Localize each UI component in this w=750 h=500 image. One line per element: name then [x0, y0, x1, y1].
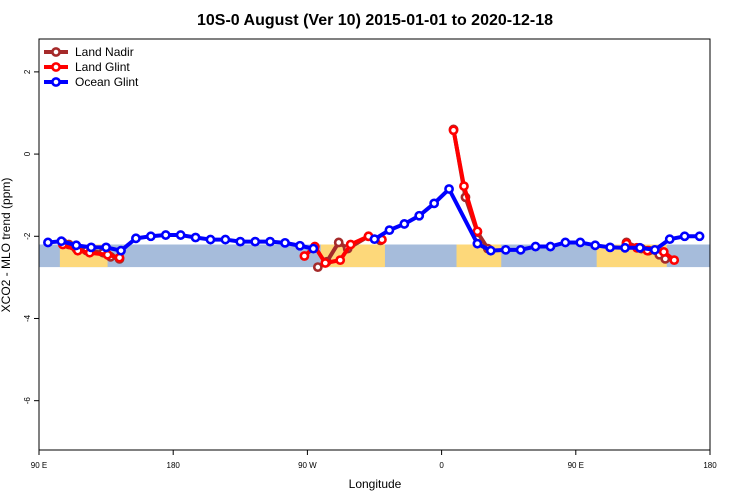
point-2-33 — [590, 240, 601, 251]
point-2-37 — [649, 244, 660, 255]
point-1-18 — [658, 246, 669, 257]
legend-label-2: Ocean Glint — [75, 75, 139, 89]
point-2-21 — [399, 219, 410, 229]
point-1-7 — [320, 258, 331, 268]
point-2-6 — [131, 233, 141, 244]
point-2-24 — [444, 184, 454, 194]
point-2-25 — [472, 238, 483, 249]
point-1-3 — [102, 249, 113, 260]
point-2-22 — [414, 210, 425, 221]
point-2-17 — [295, 240, 305, 251]
point-2-9 — [175, 230, 186, 240]
x-axis-label: Longitude — [349, 477, 402, 491]
point-0-9 — [333, 237, 344, 248]
point-2-15 — [265, 236, 276, 247]
point-2-31 — [560, 237, 571, 248]
legend-marker-1 — [51, 62, 61, 72]
point-1-12 — [448, 125, 459, 136]
point-2-27 — [500, 244, 511, 255]
point-1-13 — [459, 181, 469, 192]
x-tick-label-3: 0 — [439, 461, 444, 470]
x-tick-label-0: 90 E — [31, 461, 47, 470]
series-line-1-2 — [451, 129, 480, 232]
point-2-40 — [694, 231, 705, 242]
point-2-13 — [235, 236, 246, 247]
y-tick-label-1: 0 — [23, 151, 32, 156]
plot-frame — [38, 38, 711, 451]
point-2-35 — [620, 242, 630, 253]
point-2-4 — [101, 242, 111, 253]
point-2-29 — [530, 241, 541, 252]
point-1-9 — [345, 239, 356, 250]
series-group — [43, 124, 705, 273]
point-2-8 — [160, 230, 171, 240]
point-2-1 — [56, 236, 67, 247]
y-tick-label-0: 2 — [23, 69, 32, 74]
point-2-16 — [280, 237, 290, 248]
point-1-14 — [472, 226, 483, 237]
point-2-5 — [116, 245, 126, 256]
legend-label-0: Land Nadir — [75, 45, 134, 59]
point-2-2 — [71, 240, 82, 251]
point-2-39 — [679, 231, 690, 242]
series-line-2-1 — [373, 187, 700, 253]
point-2-10 — [190, 232, 201, 243]
x-tick-label-5: 180 — [703, 461, 717, 470]
y-tick-label-3: -4 — [23, 314, 32, 322]
point-2-14 — [250, 236, 261, 247]
y-tick-label-2: -2 — [23, 232, 32, 240]
point-2-23 — [429, 198, 440, 209]
point-2-28 — [515, 244, 526, 255]
point-2-12 — [220, 234, 231, 245]
legend-label-1: Land Glint — [75, 60, 130, 74]
point-2-30 — [545, 241, 556, 252]
point-2-38 — [664, 234, 675, 245]
point-2-26 — [485, 245, 496, 256]
point-1-8 — [335, 255, 346, 266]
x-tick-label-1: 180 — [167, 461, 181, 470]
point-1-19 — [669, 255, 680, 266]
x-tick-label-4: 90 E — [568, 461, 584, 470]
point-2-18 — [308, 243, 319, 254]
chart-title: 10S-0 August (Ver 10) 2015-01-01 to 2020… — [197, 12, 553, 29]
y-axis: 2 0 -2 -4 -6 — [23, 69, 39, 404]
x-axis: 90 E 180 90 W 0 90 E 180 — [31, 450, 717, 470]
point-2-19 — [369, 234, 380, 245]
legend-marker-0 — [51, 47, 61, 57]
x-tick-label-2: 90 W — [298, 461, 317, 470]
y-tick-label-4: -6 — [23, 397, 32, 405]
point-2-7 — [145, 231, 156, 242]
point-2-20 — [384, 225, 395, 236]
point-2-3 — [86, 242, 97, 253]
point-2-34 — [605, 242, 615, 253]
point-2-32 — [575, 237, 586, 248]
point-2-36 — [635, 242, 645, 253]
point-2-11 — [205, 234, 216, 245]
y-axis-label: XCO2 - MLO trend (ppm) — [0, 178, 13, 313]
point-1-5 — [299, 251, 310, 261]
point-0-7 — [312, 262, 323, 273]
series-ocean-glint — [43, 184, 705, 256]
point-2-0 — [43, 237, 53, 248]
legend-marker-2 — [51, 77, 61, 87]
